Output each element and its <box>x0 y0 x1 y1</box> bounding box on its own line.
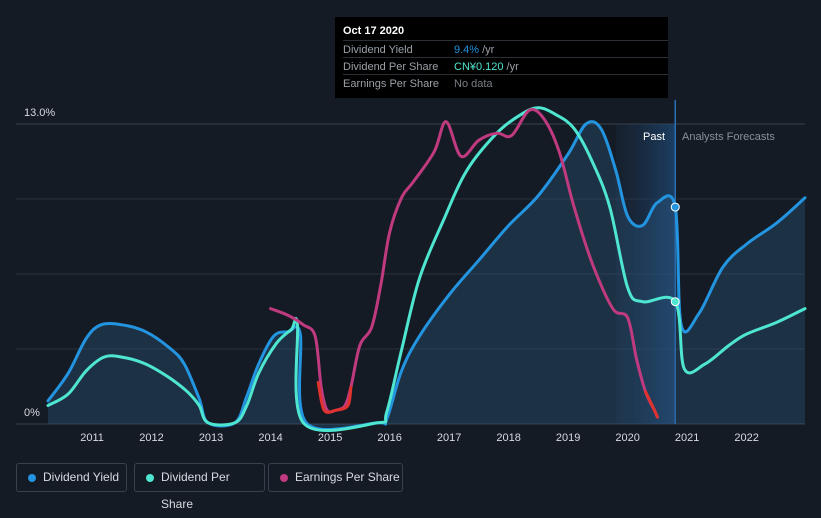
x-tick-label: 2019 <box>556 432 580 444</box>
tooltip-label: Earnings Per Share <box>343 78 439 90</box>
tooltip-value-text: No data <box>454 78 493 90</box>
x-axis: 2011 2012 2013 2014 2015 2016 2017 2018 2019 2020… <box>80 432 759 444</box>
past-highlight-band <box>615 100 677 424</box>
tooltip-date: Oct 17 2020 <box>343 25 405 37</box>
legend-dividend-per-share[interactable]: Dividend Per Share <box>134 463 265 511</box>
tooltip-label: Dividend Per Share <box>343 61 439 73</box>
tooltip-value-text: 9.4% <box>454 44 480 56</box>
past-band <box>615 124 676 424</box>
tooltip-value-text: CN¥0.120 <box>454 61 504 73</box>
tooltip-marker <box>670 297 680 307</box>
past-label: Past <box>643 131 665 143</box>
x-tick-label: 2020 <box>615 432 639 444</box>
x-tick-label: 2012 <box>139 432 163 444</box>
legend-dot-icon <box>146 474 154 482</box>
legend-label: Dividend Yield <box>43 470 120 484</box>
legend-label: Earnings Per Share <box>295 470 400 484</box>
area-fills <box>48 121 805 430</box>
legend-dot-icon <box>280 474 288 482</box>
tooltip-row-dividend-per-share: Dividend Per Share CN¥0.120/yr <box>343 57 668 75</box>
legend-dividend-yield[interactable]: Dividend Yield <box>16 463 127 492</box>
x-tick-label: 2016 <box>377 432 401 444</box>
x-tick-label: 2022 <box>734 432 758 444</box>
dividend-per-share-line <box>46 106 807 432</box>
y-tick-label: 0% <box>24 407 40 419</box>
tooltip-row-dividend-yield: Dividend Yield 9.4%/yr <box>343 40 668 58</box>
x-tick-label: 2018 <box>496 432 520 444</box>
x-tick-label: 2014 <box>258 432 282 444</box>
tooltip-unit: /yr <box>506 61 519 73</box>
tooltip: Oct 17 2020 Dividend Yield 9.4%/yr Divid… <box>335 17 668 98</box>
y-axis: 13.0% 0% <box>24 107 55 419</box>
tooltip-marker <box>670 202 680 212</box>
x-tick-label: 2013 <box>199 432 223 444</box>
tooltip-value: CN¥0.120/yr <box>454 61 519 73</box>
tooltip-unit: /yr <box>482 44 495 56</box>
tooltip-value: 9.4%/yr <box>454 44 494 56</box>
dividend-yield-area <box>48 121 805 430</box>
tooltip-label: Dividend Yield <box>343 44 413 56</box>
legend-earnings-per-share[interactable]: Earnings Per Share <box>268 463 403 492</box>
y-tick-label: 13.0% <box>24 107 55 119</box>
x-tick-label: 2015 <box>318 432 342 444</box>
legend-dot-icon <box>28 474 36 482</box>
earnings-negative-segment <box>316 381 353 414</box>
earnings-negative-segment <box>644 390 659 419</box>
tooltip-markers <box>670 202 680 307</box>
x-tick-label: 2011 <box>80 432 104 444</box>
x-tick-label: 2017 <box>437 432 461 444</box>
x-tick-label: 2021 <box>675 432 699 444</box>
tooltip-value: No data <box>454 78 496 90</box>
forecast-label: Analysts Forecasts <box>682 131 775 143</box>
series-lines <box>46 106 807 432</box>
tooltip-row-earnings-per-share: Earnings Per Share No data <box>343 74 668 92</box>
